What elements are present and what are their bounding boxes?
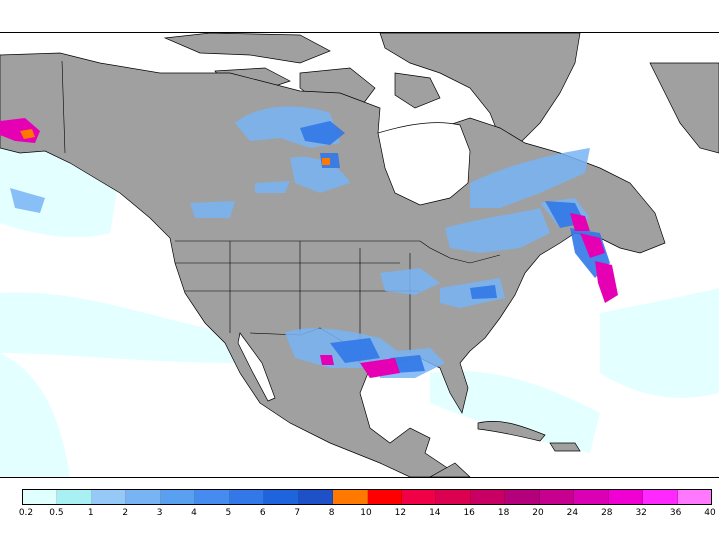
land-masses [0,33,719,477]
precipitation-map [0,32,719,478]
colorbar-tick-label: 16 [463,508,475,518]
colorbar-labels: 0.2 0.5 1 2 3 4 5 6 7 8 10 12 14 16 18 20 24 28 32 36 40 [18,508,716,522]
colorbar-cell [298,490,334,504]
colorbar-cell [505,490,540,504]
colorbar-tick-label: 6 [259,508,266,518]
colorbar-tick-label: 5 [225,508,232,518]
precip-colorbar [22,489,712,505]
colorbar-cell [367,490,402,504]
colorbar-cell [23,490,58,504]
colorbar-cell [539,490,575,504]
colorbar-tick-label: 7 [294,508,301,518]
colorbar-tick-label: 32 [635,508,647,518]
colorbar-tick-label: 28 [601,508,613,518]
colorbar-tick-label: 24 [566,508,579,518]
colorbar-tick-label: 14 [429,508,441,518]
colorbar-cell [677,490,712,504]
colorbar-cell [608,490,644,504]
colorbar-tick-label: 8 [328,508,335,518]
colorbar-tick-label: 36 [669,508,682,518]
colorbar-cell [436,490,471,504]
colorbar-tick-label: 10 [360,508,372,518]
colorbar-cell [229,490,265,504]
colorbar-tick-label: 3 [156,508,163,518]
colorbar-tick-label: 0.5 [49,508,64,518]
colorbar-tick-label: 1 [87,508,94,518]
colorbar-cell [91,490,127,504]
colorbar-cell [57,490,92,504]
colorbar-tick-label: 0.2 [18,508,34,518]
colorbar-tick-label: 12 [394,508,407,518]
colorbar-tick-label: 40 [704,508,716,518]
colorbar-tick-label: 4 [191,508,197,518]
colorbar-cell [333,490,368,504]
colorbar-cell [401,490,437,504]
colorbar-cell [643,490,678,504]
colorbar-tick-label: 18 [497,508,510,518]
colorbar-cell [264,490,299,504]
colorbar-cell [195,490,230,504]
colorbar-cell [126,490,161,504]
colorbar-cell [470,490,506,504]
colorbar-cell [160,490,196,504]
precip-extreme-orange [20,129,330,165]
colorbar-cell [574,490,609,504]
colorbar-tick-label: 2 [122,508,129,518]
colorbar-tick-label: 20 [532,508,544,518]
